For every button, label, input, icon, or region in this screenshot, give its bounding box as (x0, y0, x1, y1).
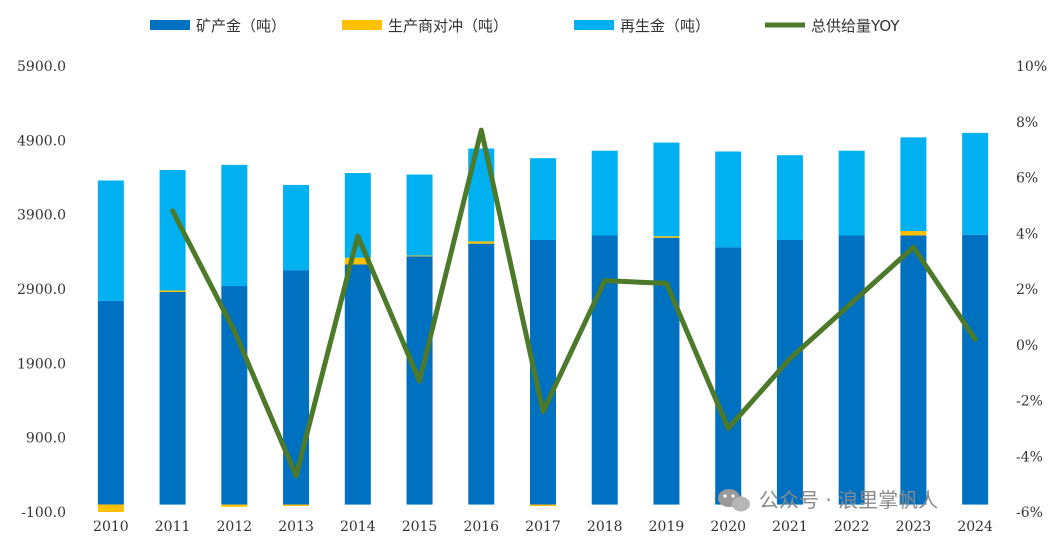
bar-mine (715, 247, 742, 505)
yoy-point (419, 380, 421, 382)
x-tick-label: 2020 (710, 519, 746, 535)
yoy-point (233, 330, 235, 332)
x-tick-label: 2012 (217, 519, 253, 535)
bar-recycled (283, 184, 310, 271)
yoy-point (172, 210, 174, 212)
legend-swatch (574, 20, 614, 30)
bar-hedge (653, 236, 680, 238)
left-tick-label: 5900.0 (17, 59, 66, 75)
bar-recycled (715, 151, 742, 248)
x-tick-label: 2021 (772, 519, 808, 535)
bar-mine (97, 300, 124, 505)
bar-recycled (530, 158, 556, 240)
bar-hedge (283, 504, 310, 507)
left-tick-label: 2900.0 (17, 282, 66, 298)
bar-hedge (221, 504, 248, 507)
x-tick-label: 2019 (649, 519, 685, 535)
bar-hedge (406, 255, 433, 257)
bar-mine (838, 235, 865, 505)
right-tick-label: 8% (1016, 115, 1038, 131)
yoy-point (357, 235, 359, 237)
yoy-point (974, 338, 976, 340)
bar-recycled (900, 137, 927, 232)
legend-swatch (342, 20, 382, 30)
yoy-point (727, 427, 729, 429)
right-tick-label: 2% (1016, 282, 1038, 298)
yoy-line (170, 127, 978, 479)
bar-hedge (344, 257, 371, 265)
x-axis: 2010 2011 2012 2013 2014 2015 2016 2017 2018 2019… (93, 519, 993, 535)
x-tick-label: 2018 (587, 519, 623, 535)
yoy-point (295, 475, 297, 477)
bar-recycled (97, 180, 124, 301)
right-tick-label: -2% (1016, 394, 1043, 410)
bar-mine (591, 235, 618, 505)
bar-mine (159, 291, 186, 505)
yoy-point (665, 282, 667, 284)
bar-mine (900, 235, 927, 505)
x-tick-label: 2017 (525, 519, 561, 535)
bar-recycled (776, 155, 803, 240)
bar-recycled (838, 150, 865, 236)
left-axis: -100.0 900.0 1900.0 2900.0 3900.0 4900.0 5900.… (17, 59, 66, 521)
bar-hedge (468, 241, 495, 244)
bar-mine (653, 237, 680, 505)
bar-mine (344, 264, 371, 505)
x-tick-label: 2010 (93, 519, 129, 535)
bar-mine (776, 239, 803, 505)
right-tick-label: 6% (1016, 171, 1038, 187)
right-tick-label: 0% (1016, 338, 1038, 354)
yoy-point (604, 280, 606, 282)
x-tick-label: 2023 (896, 519, 932, 535)
bar-mine (283, 270, 310, 505)
left-tick-label: 4900.0 (17, 133, 66, 149)
legend-label: 总供给量YOY (811, 17, 900, 35)
bar-mine (221, 286, 248, 505)
x-tick-label: 2022 (834, 519, 870, 535)
x-tick-label: 2014 (340, 519, 376, 535)
bars (97, 132, 989, 512)
right-tick-label: 10% (1016, 59, 1047, 75)
bar-recycled (406, 174, 433, 256)
right-tick-label: -6% (1016, 505, 1043, 521)
watermark-text: 公众号 · 浪里掌帆人 (759, 488, 938, 512)
yoy-point (912, 246, 914, 248)
yoy-point (851, 302, 853, 304)
x-tick-label: 2015 (402, 519, 438, 535)
legend-label: 矿产金（吨） (196, 17, 286, 35)
bar-mine (468, 243, 495, 505)
x-tick-label: 2024 (957, 519, 993, 535)
right-tick-label: 4% (1016, 226, 1038, 242)
bar-mine (962, 234, 989, 505)
yoy-line-path (170, 127, 978, 479)
legend-label: 再生金（吨） (620, 17, 710, 35)
x-tick-label: 2011 (155, 519, 191, 535)
bar-hedge (159, 290, 186, 292)
left-tick-label: -100.0 (21, 505, 66, 521)
bar-recycled (221, 164, 248, 287)
left-tick-label: 3900.0 (17, 208, 66, 224)
legend-label: 生产商对冲（吨） (388, 17, 508, 35)
legend-swatch (150, 20, 190, 30)
bar-hedge (97, 504, 124, 512)
x-tick-label: 2013 (278, 519, 314, 535)
yoy-point (542, 411, 544, 413)
right-axis: -6% -4% -2% 0% 2% 4% 6% 8% 10% (1016, 59, 1047, 521)
bar-recycled (591, 150, 618, 236)
right-tick-label: -4% (1016, 449, 1043, 465)
left-tick-label: 1900.0 (17, 356, 66, 372)
wechat-icon (718, 489, 750, 512)
bar-hedge (530, 504, 556, 507)
bar-recycled (962, 132, 989, 235)
yoy-point (480, 129, 482, 131)
x-tick-label: 2016 (463, 519, 499, 535)
bar-recycled (653, 142, 680, 237)
watermark: 公众号 · 浪里掌帆人 (718, 488, 938, 512)
left-tick-label: 900.0 (26, 431, 66, 447)
bar-hedge (900, 231, 927, 236)
yoy-point (789, 358, 791, 360)
legend: 矿产金（吨） 生产商对冲（吨） 再生金（吨） 总供给量YOY (150, 17, 900, 35)
